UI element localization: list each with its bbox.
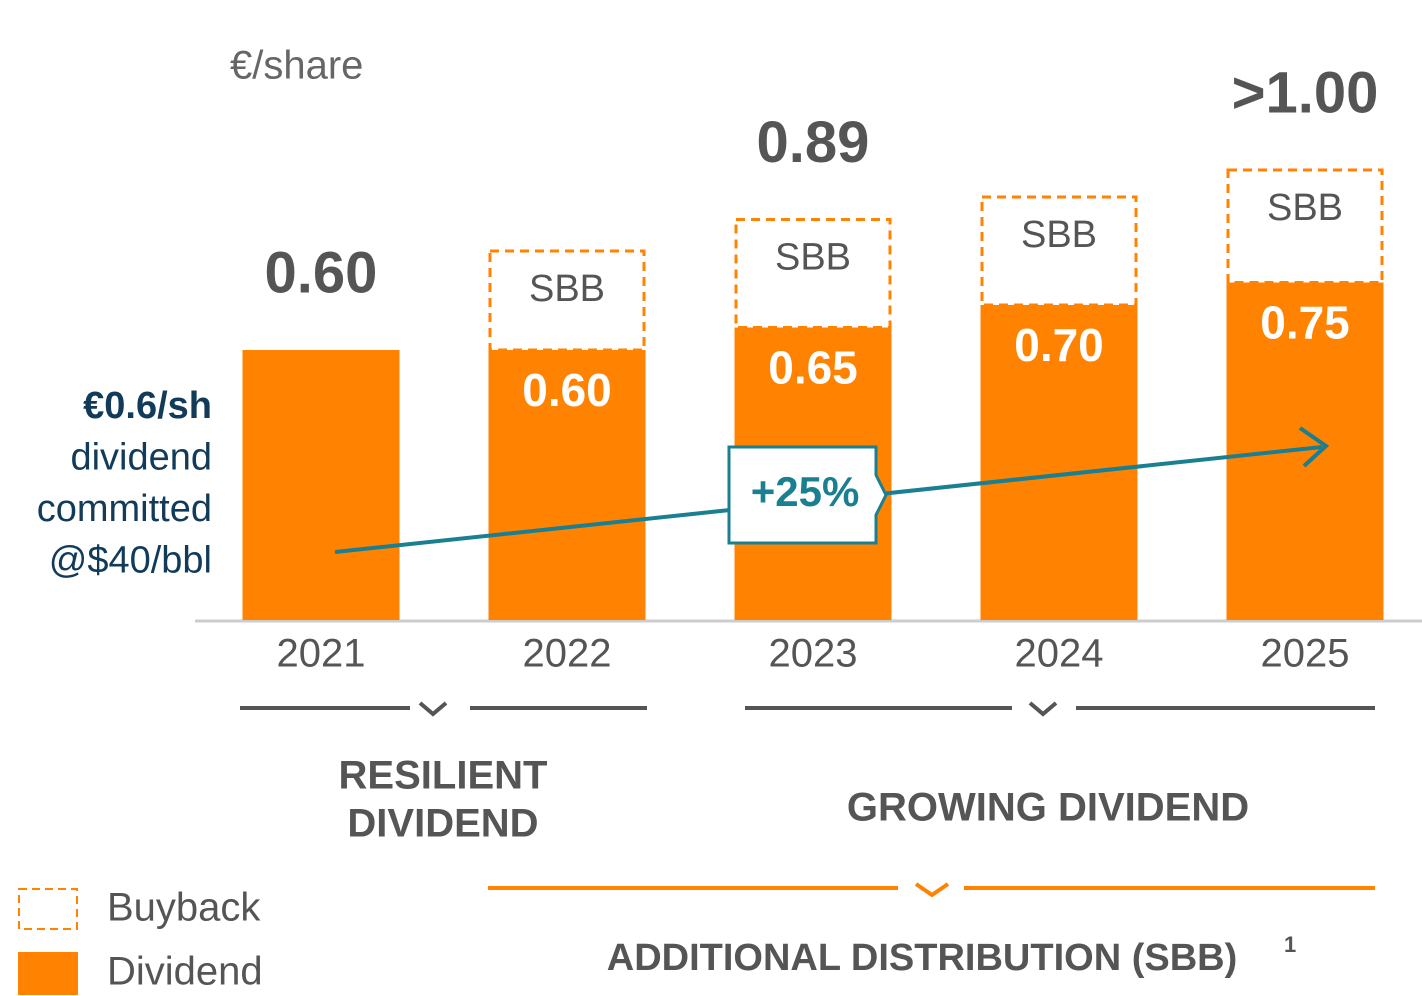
total-label: 0.60	[265, 240, 378, 305]
dividend-bar	[488, 350, 646, 620]
note-line: €0.6/sh	[83, 385, 212, 427]
value-label: 0.70	[1014, 319, 1104, 371]
note-line: committed	[37, 488, 212, 530]
group-label: RESILIENT	[339, 754, 548, 798]
value-label: 0.75	[1260, 297, 1350, 349]
segment-label: SBB	[1021, 214, 1097, 256]
legend-swatch	[18, 952, 78, 995]
segment-label: SBB	[1267, 187, 1343, 229]
distribution-bracket	[488, 882, 1375, 898]
value-label: 0.60	[522, 364, 612, 416]
note-line: @$40/bbl	[49, 540, 212, 582]
x-tick-label: 2025	[1261, 632, 1350, 676]
distribution-label: ADDITIONAL DISTRIBUTION (SBB)	[607, 937, 1238, 979]
group-brackets	[240, 701, 1375, 717]
dividend-bar	[1226, 282, 1384, 620]
legend-label: Buyback	[107, 886, 261, 930]
group-label: DIVIDEND	[347, 802, 538, 846]
arrow-head	[1298, 426, 1330, 468]
arrow-label: +25%	[751, 468, 860, 515]
legend-swatch	[18, 888, 78, 930]
value-label: 0.65	[768, 342, 858, 394]
total-label: 0.89	[757, 110, 870, 175]
buyback-bar	[734, 218, 892, 329]
footnote-mark: 1	[1284, 932, 1296, 957]
buyback-bar	[1226, 168, 1384, 284]
buyback-bar	[980, 195, 1138, 307]
buyback-bar	[488, 249, 646, 352]
x-tick-label: 2022	[523, 632, 612, 676]
legend-label: Dividend	[107, 950, 263, 994]
group-label: GROWING DIVIDEND	[847, 786, 1249, 830]
segment-label: SBB	[529, 268, 605, 310]
dividend-bar	[242, 350, 400, 620]
unit-label: €/share	[230, 44, 363, 88]
total-label: >1.00	[1232, 60, 1379, 125]
x-tick-label: 2024	[1015, 632, 1104, 676]
note-line: dividend	[70, 437, 212, 479]
dividend-bar	[980, 305, 1138, 620]
segment-label: SBB	[775, 237, 851, 279]
x-tick-label: 2021	[277, 632, 366, 676]
arrow-label-box	[727, 445, 888, 545]
x-tick-label: 2023	[769, 632, 858, 676]
